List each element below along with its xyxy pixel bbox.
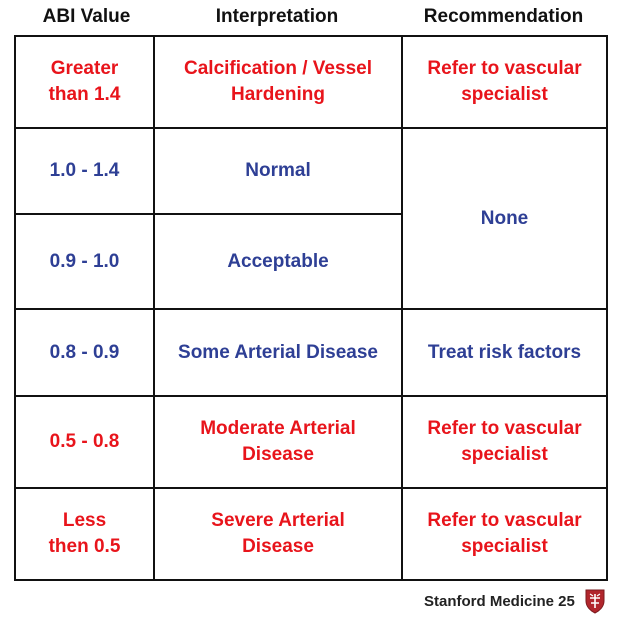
- recommendation-line: Refer to vascular: [427, 58, 582, 79]
- abi-value-line: than 1.4: [48, 84, 121, 105]
- interpretation-line: Normal: [245, 160, 311, 181]
- recommendation-cell-merged: None: [401, 127, 608, 310]
- footer-credit: Stanford Medicine 25: [424, 593, 575, 610]
- header-abi-value: ABI Value: [42, 6, 131, 27]
- abi-value-line: 0.8 - 0.9: [49, 341, 120, 363]
- abi-value-cell: Greater than 1.4: [14, 35, 155, 129]
- interpretation-line: Disease: [242, 444, 314, 465]
- interpretation-line: Calcification / Vessel: [184, 58, 372, 79]
- abi-value-cell: Less then 0.5: [14, 487, 155, 581]
- abi-value-cell: 0.8 - 0.9: [14, 308, 155, 397]
- abi-value-line: 0.9 - 1.0: [49, 250, 120, 272]
- interpretation-cell: Acceptable: [153, 213, 403, 310]
- interpretation-cell: Calcification / Vessel Hardening: [153, 35, 403, 129]
- recommendation-cell: Refer to vascular specialist: [401, 487, 608, 581]
- abi-value-line: Greater: [50, 58, 119, 79]
- interpretation-line: Moderate Arterial: [200, 418, 356, 439]
- abi-value-cell: 0.5 - 0.8: [14, 395, 155, 489]
- abi-value-cell: 0.9 - 1.0: [14, 213, 155, 310]
- recommendation-cell: Refer to vascular specialist: [401, 395, 608, 489]
- recommendation-line: Refer to vascular: [427, 418, 582, 439]
- header-recommendation: Recommendation: [423, 6, 584, 27]
- recommendation-line: specialist: [461, 536, 548, 557]
- abi-value-line: then 0.5: [48, 536, 121, 557]
- table-row: Greater than 1.4 Calcification / Vessel …: [14, 35, 608, 129]
- interpretation-line: Hardening: [231, 84, 325, 105]
- interpretation-cell: Moderate Arterial Disease: [153, 395, 403, 489]
- abi-value-cell: 1.0 - 1.4: [14, 127, 155, 215]
- recommendation-line: specialist: [461, 444, 548, 465]
- interpretation-cell: Severe Arterial Disease: [153, 487, 403, 581]
- interpretation-line: Disease: [242, 536, 314, 557]
- interpretation-line: Some Arterial Disease: [178, 341, 378, 363]
- abi-value-line: Less: [62, 510, 107, 531]
- interpretation-line: Severe Arterial: [211, 510, 345, 531]
- abi-table: Greater than 1.4 Calcification / Vessel …: [14, 35, 608, 581]
- table-row: 1.0 - 1.4 Normal None: [14, 127, 608, 310]
- table-row: Less then 0.5 Severe Arterial Disease Re…: [14, 487, 608, 581]
- recommendation-cell: Refer to vascular specialist: [401, 35, 608, 129]
- abi-value-line: 0.5 - 0.8: [49, 431, 120, 452]
- table-row: 0.8 - 0.9 Some Arterial Disease Treat ri…: [14, 308, 608, 397]
- abi-value-line: 1.0 - 1.4: [49, 160, 120, 181]
- recommendation-line: Treat risk factors: [427, 341, 582, 363]
- stanford-shield-icon: [585, 589, 605, 614]
- interpretation-cell: Normal: [153, 127, 403, 215]
- table-row: 0.5 - 0.8 Moderate Arterial Disease Refe…: [14, 395, 608, 489]
- recommendation-cell: Treat risk factors: [401, 308, 608, 397]
- recommendation-line: None: [480, 207, 529, 229]
- table-row: 0.9 - 1.0 Acceptable: [14, 213, 607, 310]
- header-interpretation: Interpretation: [215, 6, 339, 27]
- recommendation-line: specialist: [461, 84, 548, 105]
- interpretation-line: Acceptable: [227, 250, 329, 272]
- interpretation-cell: Some Arterial Disease: [153, 308, 403, 397]
- recommendation-line: Refer to vascular: [427, 510, 582, 531]
